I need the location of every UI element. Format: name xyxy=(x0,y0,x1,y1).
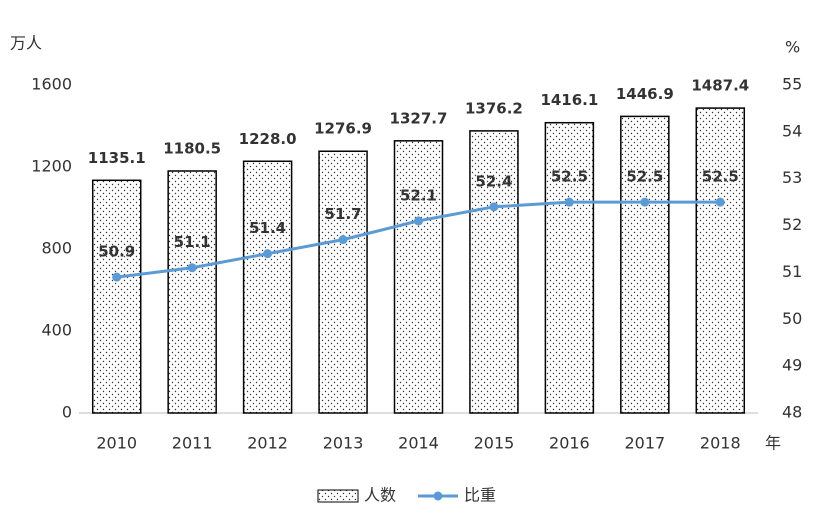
bar-value-label: 1416.1 xyxy=(540,91,598,109)
y2-unit: % xyxy=(785,38,800,57)
line-point xyxy=(263,249,273,259)
bar-value-label: 1446.9 xyxy=(616,85,674,103)
bar xyxy=(167,170,217,414)
x-tick-label: 2013 xyxy=(323,434,364,453)
legend-swatch xyxy=(317,489,359,503)
line-point xyxy=(715,197,725,207)
line-value-label: 52.5 xyxy=(702,168,739,186)
legend-label: 比重 xyxy=(464,486,496,505)
bar xyxy=(393,140,444,414)
y-tick-label: 1600 xyxy=(31,75,72,94)
y-tick-label: 400 xyxy=(41,321,72,340)
x-tick-label: 2015 xyxy=(474,434,515,453)
x-tick-label: 2011 xyxy=(172,434,213,453)
legend-marker xyxy=(433,491,443,501)
y-tick-label: 800 xyxy=(41,239,72,258)
line-value-label: 50.9 xyxy=(98,243,135,261)
line-value-label: 52.4 xyxy=(475,172,512,190)
line-point xyxy=(640,197,650,207)
x-tick-label: 2017 xyxy=(624,434,665,453)
bar-value-label: 1135.1 xyxy=(88,149,146,167)
y2-tick-label: 51 xyxy=(782,262,802,281)
bar xyxy=(695,107,746,414)
x-tick-label: 2014 xyxy=(398,434,439,453)
y-unit: 万人 xyxy=(10,34,42,53)
line-point xyxy=(112,272,122,282)
bar xyxy=(620,115,670,414)
y2-tick-label: 54 xyxy=(782,121,802,140)
bar xyxy=(318,150,368,414)
bar-value-label: 1228.0 xyxy=(239,130,297,148)
y2-tick-label: 55 xyxy=(782,75,802,94)
bar-value-label: 1327.7 xyxy=(390,109,448,127)
line-value-label: 52.1 xyxy=(400,186,437,204)
bar xyxy=(91,179,142,414)
y2-tick-label: 49 xyxy=(782,356,802,375)
bar-value-label: 1487.4 xyxy=(691,77,749,95)
line-value-label: 51.4 xyxy=(249,219,286,237)
y2-tick-label: 48 xyxy=(782,403,802,422)
line-point xyxy=(564,197,574,207)
x-unit: 年 xyxy=(765,434,781,453)
line-point xyxy=(414,216,423,226)
line-point xyxy=(489,202,499,212)
y2-tick-label: 50 xyxy=(782,309,802,328)
y-tick-label: 1200 xyxy=(31,157,72,176)
bar xyxy=(469,130,519,414)
line-value-label: 51.7 xyxy=(325,205,362,223)
x-tick-label: 2012 xyxy=(247,434,288,453)
line-value-label: 52.5 xyxy=(626,168,663,186)
x-tick-label: 2016 xyxy=(549,434,590,453)
line-value-label: 52.5 xyxy=(551,168,588,186)
y2-tick-label: 52 xyxy=(782,215,802,234)
legend-label: 人数 xyxy=(364,486,396,505)
bar xyxy=(544,121,595,414)
bar-value-label: 1376.2 xyxy=(465,99,523,117)
line-point xyxy=(187,263,197,273)
x-tick-label: 2010 xyxy=(96,434,137,453)
line-point xyxy=(338,235,348,245)
bar xyxy=(242,160,293,414)
y-tick-label: 0 xyxy=(62,403,72,422)
y2-tick-label: 53 xyxy=(782,168,802,187)
x-tick-label: 2018 xyxy=(700,434,741,453)
bar-value-label: 1276.9 xyxy=(314,120,372,138)
bar-value-label: 1180.5 xyxy=(163,139,221,157)
line-value-label: 51.1 xyxy=(174,233,211,251)
